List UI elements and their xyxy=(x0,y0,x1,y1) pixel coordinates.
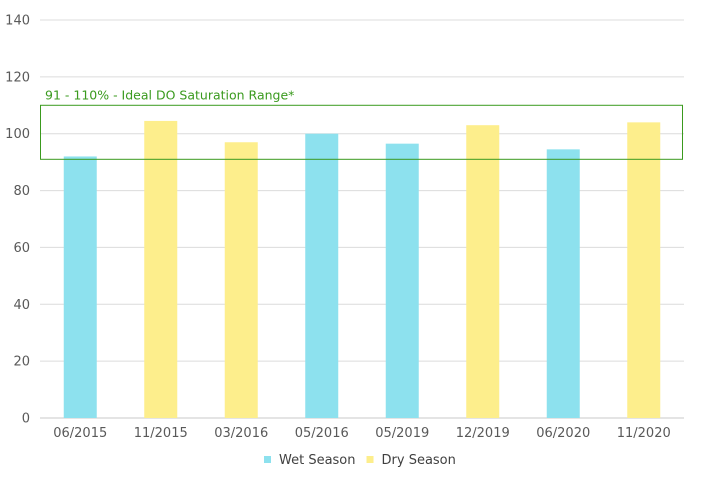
bar xyxy=(305,133,339,418)
y-tick-label: 40 xyxy=(13,298,30,313)
x-tick-label: 05/2016 xyxy=(295,426,349,441)
ideal-range-label: 91 - 110% - Ideal DO Saturation Range* xyxy=(45,87,294,102)
legend-swatch xyxy=(366,456,374,463)
legend-label: Dry Season xyxy=(382,453,456,468)
bar xyxy=(627,122,661,418)
x-tick-label: 05/2019 xyxy=(375,426,429,441)
x-tick-label: 11/2020 xyxy=(617,426,671,441)
y-tick-label: 120 xyxy=(5,70,30,85)
y-axis: 0 20 40 60 80 100 120 140 xyxy=(5,14,30,427)
x-tick-label: 11/2015 xyxy=(134,426,188,441)
y-tick-label: 0 xyxy=(22,412,30,427)
x-tick-label: 06/2020 xyxy=(536,426,590,441)
y-tick-label: 20 xyxy=(13,355,30,370)
bars xyxy=(63,120,661,419)
y-tick-label: 140 xyxy=(5,14,30,29)
y-tick-label: 60 xyxy=(13,241,30,256)
legend: Wet Season Dry Season xyxy=(264,453,456,468)
gridlines xyxy=(40,19,684,419)
x-tick-label: 06/2015 xyxy=(53,426,107,441)
ideal-range-annotation: 91 - 110% - Ideal DO Saturation Range* xyxy=(40,87,683,160)
legend-swatch xyxy=(264,456,271,463)
y-tick-label: 80 xyxy=(13,184,30,199)
bar xyxy=(466,125,500,418)
x-tick-label: 03/2016 xyxy=(214,426,268,441)
bar xyxy=(546,149,580,418)
ideal-range-box xyxy=(40,104,683,160)
y-tick-label: 100 xyxy=(5,127,30,142)
bar xyxy=(63,156,97,418)
bar xyxy=(144,120,178,419)
x-axis: 06/2015 11/2015 03/2016 05/2016 05/2019 12/20… xyxy=(53,426,671,441)
bar xyxy=(385,143,419,418)
legend-label: Wet Season xyxy=(279,453,356,468)
bar xyxy=(224,142,258,418)
x-tick-label: 12/2019 xyxy=(456,426,510,441)
